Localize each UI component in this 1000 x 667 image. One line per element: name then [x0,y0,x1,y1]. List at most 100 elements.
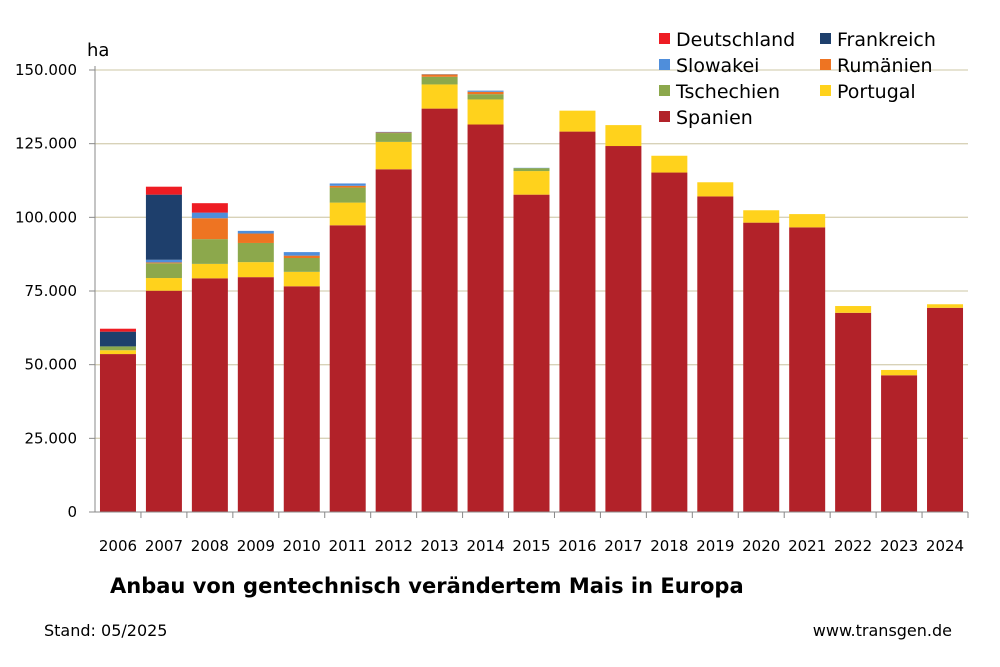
x-tick-label: 2012 [375,537,413,555]
bar-deutschland-2007 [145,186,182,195]
bar-spanien-2019 [697,196,734,513]
bar-rumänien-2007 [145,262,182,264]
y-tick-label: 150.000 [15,61,77,79]
legend-label-spanien: Spanien [676,107,753,129]
stand-date: Stand: 05/2025 [44,621,168,640]
x-tick-label: 2011 [329,537,367,555]
bar-rumänien-2009 [237,233,274,243]
bar-portugal-2022 [835,306,872,313]
legend-swatch-rumänien [820,59,831,70]
y-tick-label: 25.000 [25,429,78,447]
bar-portugal-2018 [651,155,688,173]
bar-rumänien-2008 [191,218,228,240]
axes [94,66,968,513]
bar-slowakei-2010 [283,252,320,256]
y-tick-label: 125.000 [15,135,77,153]
y-tick-label: 100.000 [15,208,77,226]
bar-rumänien-2010 [283,255,320,258]
bar-slowakei-2011 [329,183,366,186]
bar-tschechien-2007 [145,263,182,279]
bar-deutschland-2006 [99,328,136,332]
bar-portugal-2023 [881,369,918,376]
bar-portugal-2007 [145,278,182,291]
bar-tschechien-2010 [283,257,320,272]
x-tick-label: 2019 [696,537,734,555]
bar-spanien-2007 [145,290,182,512]
bar-spanien-2023 [881,375,918,512]
bar-portugal-2009 [237,262,274,278]
bar-tschechien-2011 [329,187,366,203]
bar-portugal-2019 [697,182,734,197]
legend-swatch-deutschland [659,33,670,44]
x-tick-label: 2023 [880,537,918,555]
x-tick-label: 2013 [421,537,459,555]
bar-portugal-2024 [927,304,964,308]
bar-spanien-2014 [467,124,504,512]
bar-slowakei-2008 [191,212,228,219]
bar-tschechien-2014 [467,94,504,100]
x-tick-label: 2006 [99,537,137,555]
x-tick-label: 2020 [742,537,780,555]
bar-spanien-2024 [927,307,964,512]
bars [99,74,964,513]
bar-spanien-2010 [283,286,320,512]
bar-tschechien-2013 [421,76,458,85]
bar-tschechien-2006 [99,346,136,351]
bar-rumänien-2012 [375,132,412,134]
bar-rumänien-2013 [421,74,458,77]
chart-title: Anbau von gentechnisch verändertem Mais … [110,574,744,598]
legend-swatch-spanien [659,111,670,122]
bar-portugal-2011 [329,202,366,226]
bar-portugal-2017 [605,125,642,147]
bar-spanien-2013 [421,108,458,513]
legend-label-slowakei: Slowakei [676,55,759,77]
bar-portugal-2016 [559,110,596,132]
y-axis-unit-label: ha [87,40,109,61]
x-tick-label: 2009 [237,537,275,555]
y-tick-label: 75.000 [25,282,78,300]
x-tick-label: 2024 [926,537,964,555]
bar-frankreich-2006 [99,331,136,347]
bar-frankreich-2007 [145,194,182,260]
legend-swatch-slowakei [659,59,670,70]
source-link[interactable]: www.transgen.de [812,621,952,640]
bar-slowakei-2012 [375,131,412,133]
legend-label-tschechien: Tschechien [675,81,780,103]
bar-chart: 0 25.000 50.000 75.000 100.000 125.000 150.000… [15,29,969,555]
bar-deutschland-2008 [191,203,228,213]
bar-portugal-2020 [743,210,780,223]
legend-label-frankreich: Frankreich [837,29,936,51]
legend-label-portugal: Portugal [837,81,916,103]
bar-portugal-2008 [191,263,228,279]
legend-swatch-portugal [820,85,831,96]
bar-portugal-2006 [99,350,136,355]
x-tick-label: 2022 [834,537,872,555]
bar-spanien-2021 [789,227,826,513]
bar-tschechien-2015 [513,168,550,172]
bar-rumänien-2014 [467,91,504,95]
bar-spanien-2009 [237,277,274,512]
bar-spanien-2011 [329,225,366,512]
bar-spanien-2012 [375,169,412,512]
bar-portugal-2013 [421,84,458,109]
bar-spanien-2018 [651,172,688,512]
bar-spanien-2006 [99,354,136,512]
x-tick-label: 2008 [191,537,229,555]
bar-portugal-2012 [375,141,412,170]
bar-tschechien-2008 [191,239,228,264]
legend-swatch-frankreich [820,33,831,44]
x-tick-label: 2015 [512,537,550,555]
x-tick-label: 2017 [604,537,642,555]
y-axis-ticks: 0 25.000 50.000 75.000 100.000 125.000 150.000 [15,61,95,521]
y-tick-label: 0 [67,503,77,521]
bar-portugal-2010 [283,271,320,287]
bar-spanien-2017 [605,146,642,513]
x-tick-label: 2016 [558,537,596,555]
bar-portugal-2014 [467,99,504,125]
y-tick-label: 50.000 [25,356,78,374]
legend: Deutschland Frankreich Slowakei Rumänien Tsc… [659,29,936,129]
bar-tschechien-2012 [375,133,412,142]
legend-label-deutschland: Deutschland [676,29,795,51]
x-tick-label: 2018 [650,537,688,555]
bar-portugal-2015 [513,171,550,195]
